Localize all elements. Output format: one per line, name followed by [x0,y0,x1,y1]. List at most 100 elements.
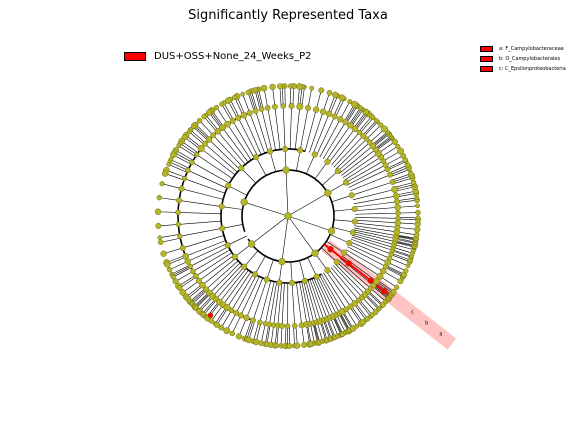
taxon-node [351,205,358,213]
chart-title: Significantly Represented Taxa [188,8,388,23]
branch-line [326,240,345,253]
taxon-node [166,162,172,167]
branch-line [331,132,360,166]
taxon-node [397,147,405,155]
branch-line [333,208,355,212]
taxon-node [197,145,205,153]
taxon-node [286,343,293,349]
taxon-node [340,249,348,256]
taxon-node [208,318,214,324]
branch-line [385,267,404,278]
taxon-node [394,204,401,211]
branch-line [205,115,219,131]
taxon-node [373,118,379,124]
branch-line [329,234,350,244]
branch-line [377,279,394,292]
branch-line [328,269,355,304]
branch-line [301,281,311,324]
branch-line [299,260,306,281]
taxon-node [214,128,221,135]
taxon-node [196,277,203,284]
branch-line [270,325,274,345]
branch-line [301,325,305,346]
branch-line [200,148,236,176]
branch-line [341,255,377,282]
taxon-node [240,91,246,97]
taxon-node [348,192,355,199]
branch-line [294,106,301,150]
branch-line [203,116,218,133]
branch-line [353,231,396,242]
taxon-node [276,83,283,90]
branch-line [195,252,233,277]
branch-line [240,167,257,184]
branch-line [188,131,205,145]
branch-line [160,237,181,243]
taxon-node [178,185,185,192]
branch-line [327,94,336,114]
branch-line [198,255,235,281]
branch-line [204,143,238,173]
taxon-node [179,289,187,296]
branch-line [335,98,345,117]
branch-line [394,241,415,247]
taxon-node [288,103,295,110]
branch-line [323,243,392,297]
branch-line [264,324,270,345]
taxon-node [311,249,319,257]
branch-line [340,101,351,120]
group-legend: DUS+OSS+None_24_Weeks_P2 [124,51,312,62]
branch-line [273,282,280,326]
branch-line [353,227,397,236]
branch-line [198,295,213,311]
taxon-node [392,192,400,200]
node-layer [154,83,422,350]
taxon-node [199,281,206,289]
clade-legend-item: b: O_Campylobacterales [480,54,566,64]
branch-line [161,183,182,189]
branch-line [243,250,259,267]
branch-line [397,218,418,220]
branch-line [219,268,247,303]
branch-line [375,137,392,150]
taxon-node [166,266,173,273]
taxon-node [252,338,260,346]
branch-line [212,264,243,297]
branch-line [195,293,211,309]
branch-line [169,261,188,270]
branch-line [305,280,318,323]
taxon-node [313,273,320,280]
taxon-node [280,103,286,109]
branch-line [395,237,416,243]
taxon-node [252,107,259,114]
branch-line [179,200,222,207]
branch-line [351,109,364,127]
taxon-node [351,100,358,108]
branch-line [246,320,254,340]
taxon-node [278,257,286,266]
branch-line [181,141,199,154]
taxon-node [414,226,421,233]
taxon-node [276,279,283,286]
taxon-node [347,122,354,129]
branch-line [174,152,193,163]
branch-line [363,121,378,137]
branch-line [328,128,356,164]
taxon-node [342,179,350,186]
taxon-node [285,323,291,329]
taxon-node [326,89,333,96]
branch-line [301,87,305,107]
branch-line [238,317,247,337]
branch-line [325,270,351,307]
branch-line [282,106,286,150]
branch-line [332,316,342,335]
taxon-node [247,240,256,248]
branch-line [347,246,386,267]
branch-line [322,92,330,112]
taxon-node [175,209,181,216]
branch-line [397,227,418,230]
branch-line [208,112,222,129]
taxon-node [349,325,357,332]
branch-line [389,167,409,176]
taxon-node [175,221,182,228]
